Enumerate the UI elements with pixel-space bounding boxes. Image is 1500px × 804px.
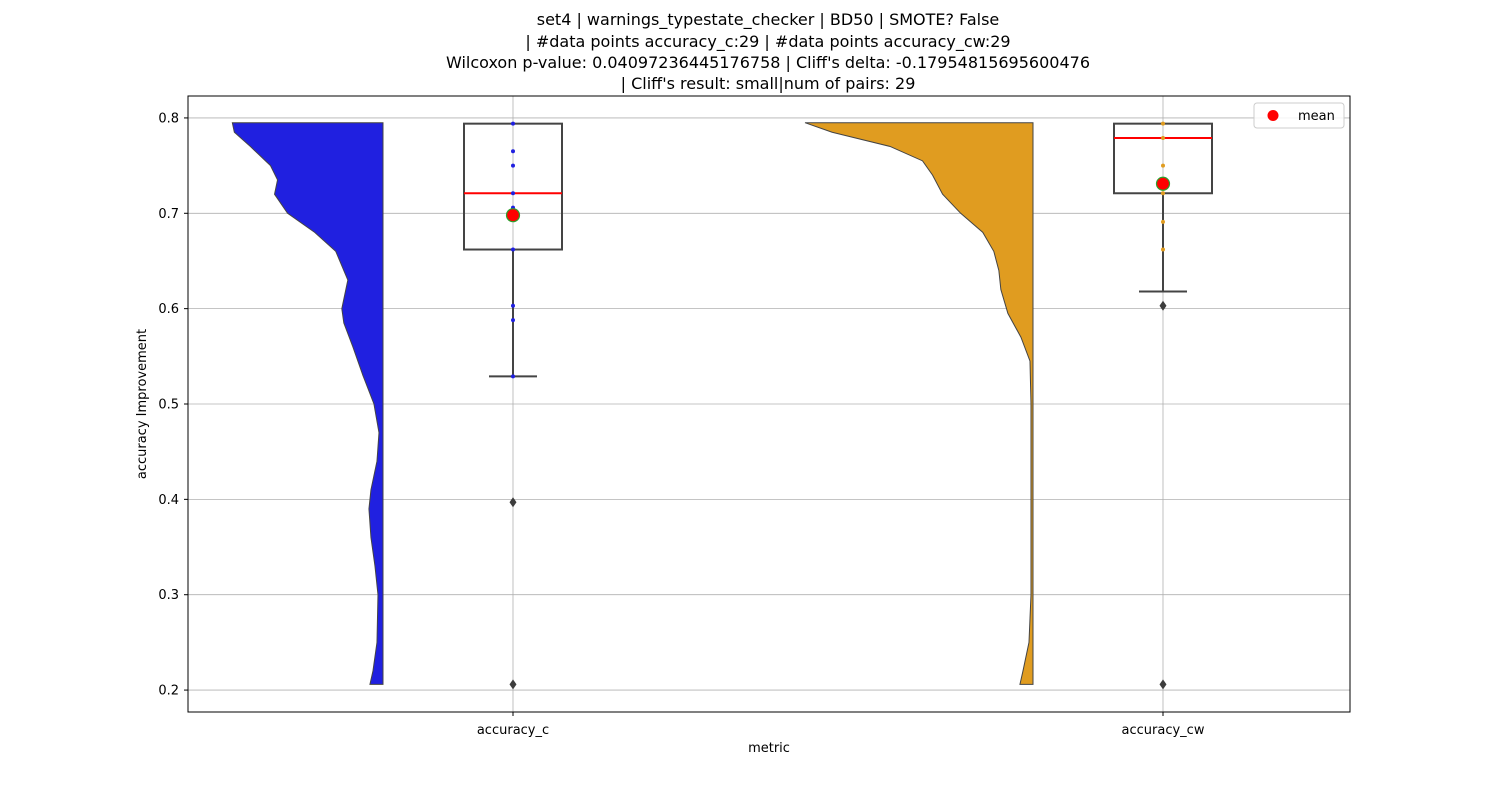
y-tick-label: 0.5 [158, 398, 179, 413]
outlier-marker [509, 497, 517, 508]
x-tick-label: accuracy_c [477, 723, 549, 738]
data-points [505, 121, 1171, 690]
data-point [1161, 219, 1165, 224]
y-tick-label: 0.3 [158, 588, 179, 603]
title-line-4: | Cliff's result: small|num of pairs: 29 [621, 74, 916, 93]
data-point [511, 121, 515, 126]
data-point [511, 149, 515, 154]
data-point [511, 191, 515, 196]
violins [231, 122, 1034, 685]
x-axis-label: metric [748, 741, 790, 756]
legend-mean-marker [1267, 110, 1279, 121]
y-tick-label: 0.8 [158, 111, 179, 126]
y-tick-label: 0.6 [158, 302, 179, 317]
y-axis: 0.2 0.3 0.4 0.5 0.6 0.7 0.8 [158, 111, 188, 699]
legend: mean [1253, 102, 1345, 129]
title-line-1: set4 | warnings_typestate_checker | BD50… [537, 10, 1000, 30]
y-axis-label: accuracy Improvement [135, 329, 150, 479]
x-tick-label: accuracy_cw [1122, 723, 1205, 738]
title-line-2: | #data points accuracy_c:29 | #data poi… [525, 32, 1010, 52]
data-point [1161, 121, 1165, 126]
title-line-3: Wilcoxon p-value: 0.04097236445176758 | … [446, 53, 1090, 72]
data-point [511, 318, 515, 323]
data-point [1161, 163, 1165, 168]
chart-title: set4 | warnings_typestate_checker | BD50… [446, 10, 1090, 93]
outlier-marker [509, 679, 517, 690]
boxplots [463, 122, 1213, 378]
data-point [1161, 191, 1165, 196]
outlier-marker [1159, 300, 1167, 311]
data-point [511, 303, 515, 308]
legend-mean-label: mean [1298, 109, 1335, 124]
x-axis: accuracy_c accuracy_cw [477, 712, 1205, 738]
data-point [511, 374, 515, 379]
mean-marker [505, 208, 521, 223]
violin-accuracy_c [231, 122, 384, 685]
mean-marker [1155, 176, 1171, 191]
outlier-marker [1159, 679, 1167, 690]
data-point [511, 163, 515, 168]
y-tick-label: 0.7 [158, 207, 179, 222]
data-point [1161, 247, 1165, 252]
data-point [511, 247, 515, 252]
y-tick-label: 0.4 [158, 493, 179, 508]
data-point [1161, 135, 1165, 140]
y-tick-label: 0.2 [158, 684, 179, 699]
violin-accuracy_cw [804, 122, 1034, 685]
legend-box [1253, 102, 1345, 129]
